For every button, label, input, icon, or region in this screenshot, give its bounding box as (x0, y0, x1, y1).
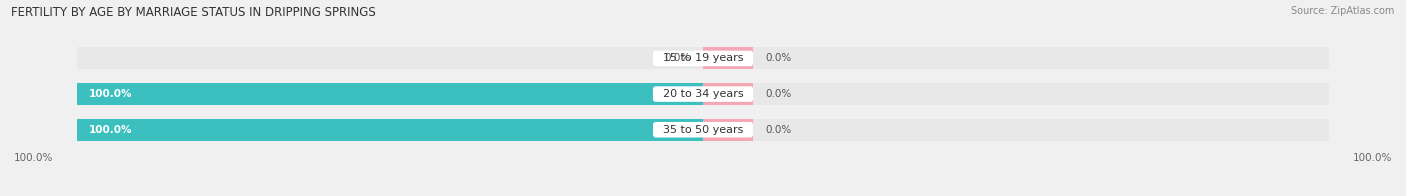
Text: 100.0%: 100.0% (14, 153, 53, 163)
Text: FERTILITY BY AGE BY MARRIAGE STATUS IN DRIPPING SPRINGS: FERTILITY BY AGE BY MARRIAGE STATUS IN D… (11, 6, 375, 19)
Bar (703, 119, 1329, 141)
Text: 0.0%: 0.0% (664, 54, 690, 64)
Bar (703, 47, 1329, 70)
Legend: Married, Unmarried: Married, Unmarried (621, 192, 785, 196)
Bar (703, 83, 1329, 105)
Text: 100.0%: 100.0% (1353, 153, 1392, 163)
Bar (77, 83, 703, 105)
Text: Source: ZipAtlas.com: Source: ZipAtlas.com (1291, 6, 1395, 16)
Bar (703, 83, 754, 105)
Text: 100.0%: 100.0% (89, 125, 132, 135)
Text: 35 to 50 years: 35 to 50 years (655, 125, 751, 135)
Text: 0.0%: 0.0% (766, 89, 792, 99)
Bar (77, 119, 703, 141)
Bar (703, 119, 754, 141)
Bar (77, 47, 703, 70)
Bar (703, 47, 754, 70)
Text: 0.0%: 0.0% (766, 54, 792, 64)
Text: 20 to 34 years: 20 to 34 years (655, 89, 751, 99)
Text: 0.0%: 0.0% (766, 125, 792, 135)
Bar (77, 83, 703, 105)
Text: 15 to 19 years: 15 to 19 years (655, 54, 751, 64)
Bar (77, 119, 703, 141)
Text: 100.0%: 100.0% (89, 89, 132, 99)
